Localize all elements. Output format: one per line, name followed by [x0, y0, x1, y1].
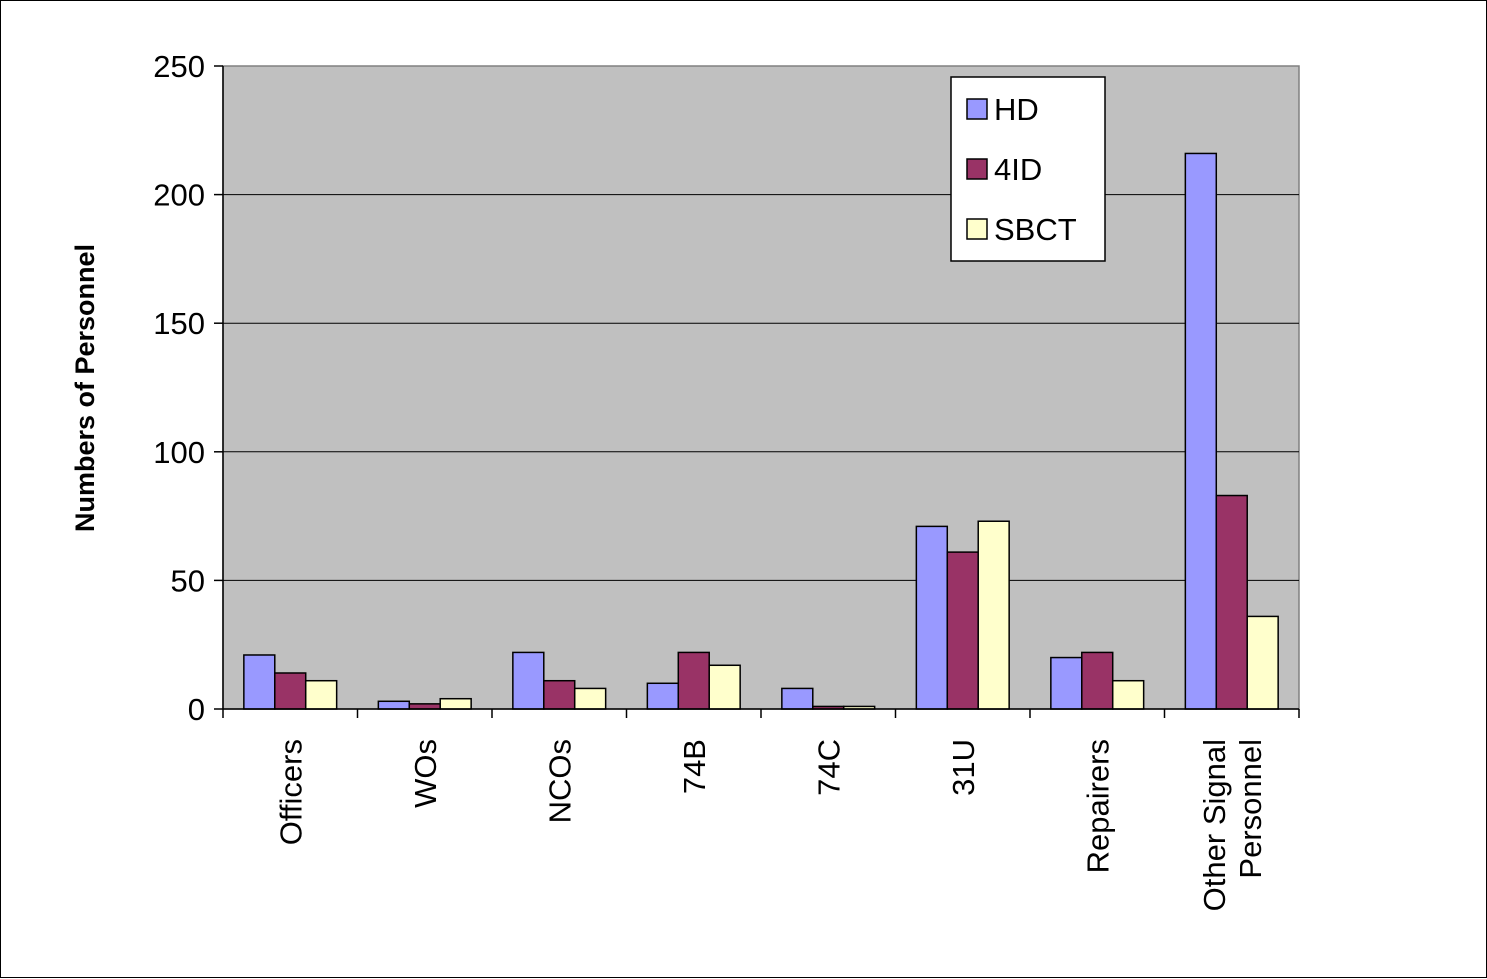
- y-tick-label: 250: [153, 49, 205, 84]
- bar-hd-4: [781, 687, 814, 710]
- bar-sbct-2: [573, 687, 607, 710]
- bar-4id-3: [677, 651, 710, 710]
- x-category-label: NCOs: [542, 739, 577, 823]
- legend-label-4id: 4ID: [994, 152, 1042, 187]
- y-axis-ticks: 0 50 100 150 200 250: [153, 49, 223, 727]
- plot-area: [222, 65, 1300, 710]
- legend-label-hd: HD: [994, 92, 1039, 127]
- bar-sbct-1: [439, 697, 472, 710]
- legend-swatch-sbct: [966, 218, 988, 240]
- bar-sbct-0: [304, 679, 338, 710]
- bar-hd-5: [915, 525, 949, 710]
- legend-swatch-4id: [966, 158, 988, 180]
- y-tick-label: 200: [153, 178, 205, 213]
- x-category-label: Personnel: [1233, 739, 1268, 879]
- y-axis-title: Numbers of Personnel: [70, 244, 100, 532]
- gridlines: [223, 194, 1299, 581]
- y-tick-label: 150: [153, 306, 205, 341]
- bar-4id-1: [408, 703, 441, 710]
- x-category-label: 74C: [811, 739, 846, 796]
- x-category-label: 31U: [946, 739, 981, 796]
- bar-hd-7: [1184, 152, 1218, 710]
- bar-sbct-3: [708, 664, 741, 710]
- bar-hd-3: [646, 682, 680, 710]
- x-category-label: WOs: [408, 739, 443, 808]
- legend-swatch-hd: [966, 98, 988, 120]
- bar-hd-0: [243, 654, 276, 710]
- legend-label-sbct: SBCT: [994, 212, 1077, 247]
- bar-4id-2: [543, 679, 576, 710]
- bar-4id-0: [274, 672, 307, 710]
- x-category-label: Other Signal: [1197, 739, 1232, 911]
- x-category-label: Officers: [273, 739, 308, 845]
- y-tick-label: 50: [171, 563, 205, 598]
- bar-sbct-7: [1246, 615, 1279, 710]
- bars: [243, 152, 1279, 710]
- x-category-label: 74B: [677, 739, 712, 794]
- bar-hd-1: [377, 700, 411, 710]
- y-tick-label: 0: [188, 692, 205, 727]
- y-tick-label: 100: [153, 435, 205, 470]
- bar-hd-6: [1050, 656, 1083, 710]
- x-category-label: Repairers: [1080, 739, 1115, 873]
- bar-hd-2: [512, 651, 545, 710]
- legend: HD 4ID SBCT: [950, 76, 1106, 262]
- bar-4id-7: [1215, 494, 1248, 710]
- bar-4id-6: [1081, 651, 1114, 710]
- bar-4id-5: [946, 551, 979, 710]
- bar-sbct-5: [977, 520, 1010, 710]
- x-axis-ticks: Officers WOs NCOs 74B 74C 31U Repairers Other S…: [222, 709, 1300, 911]
- bar-sbct-6: [1111, 679, 1145, 710]
